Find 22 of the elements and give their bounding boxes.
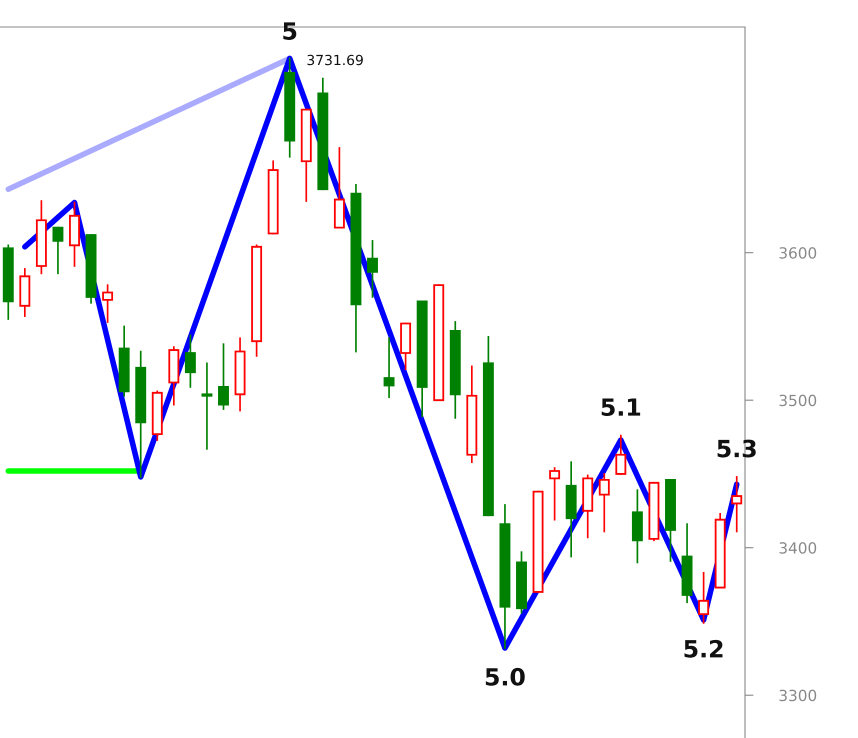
y-tick-label: 3400 [780, 542, 816, 554]
annotation: 5.3 [718, 440, 756, 458]
annotation: 5.2 [684, 640, 722, 658]
candlestick [184, 334, 196, 388]
candlestick [102, 284, 114, 323]
candlestick [218, 343, 229, 410]
candlestick [698, 572, 710, 624]
candlestick [52, 226, 64, 274]
annotation: 5 [283, 22, 296, 40]
candlestick [549, 467, 560, 521]
y-tick-label: 3600 [780, 247, 816, 259]
y-tick-label: 3300 [780, 690, 816, 702]
candlestick [201, 362, 212, 450]
y-tick-label: 3500 [780, 394, 816, 406]
annotation: 3731.69 [307, 54, 363, 66]
candlestick [598, 473, 610, 532]
candlestick [615, 434, 626, 475]
annotation: 5.0 [486, 668, 525, 686]
candlestick [384, 337, 395, 398]
candlestick [367, 240, 378, 298]
candlestick [731, 476, 742, 532]
annotation: 5.1 [602, 398, 640, 416]
